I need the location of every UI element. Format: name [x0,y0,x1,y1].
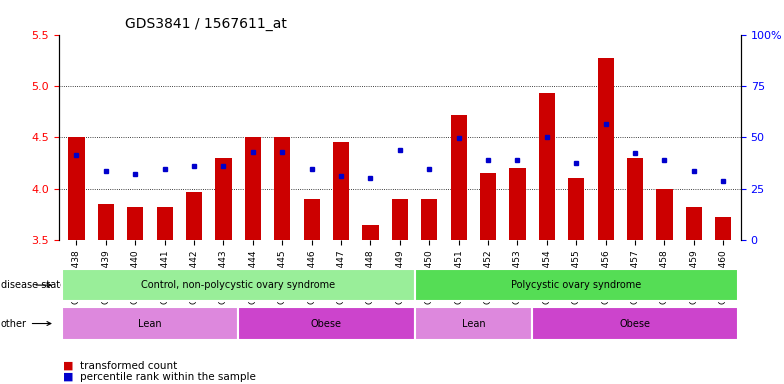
Bar [362,225,379,240]
Bar [627,158,643,240]
Bar [127,207,143,240]
Text: disease state: disease state [1,280,66,290]
Text: GDS3841 / 1567611_at: GDS3841 / 1567611_at [125,17,287,31]
Bar [568,179,584,240]
Text: Control, non-polycystic ovary syndrome: Control, non-polycystic ovary syndrome [141,280,336,290]
Bar [216,158,231,240]
Bar [510,168,525,240]
Bar [539,93,555,240]
Bar [656,189,673,240]
Bar [303,199,320,240]
Text: Obese: Obese [310,318,342,329]
Text: Lean: Lean [138,318,162,329]
Bar [186,192,202,240]
Bar [274,137,290,240]
Text: Polycystic ovary syndrome: Polycystic ovary syndrome [511,280,641,290]
Bar [686,207,702,240]
Bar [597,58,614,240]
Bar [98,204,114,240]
Bar [480,173,496,240]
Bar [333,142,349,240]
Text: transformed count: transformed count [80,361,177,371]
Text: Lean: Lean [462,318,485,329]
Bar [392,199,408,240]
Text: ■: ■ [63,361,73,371]
Bar [451,115,466,240]
Bar [245,137,261,240]
Bar [68,137,85,240]
Text: Obese: Obese [619,318,651,329]
Text: ■: ■ [63,372,73,382]
Bar [157,207,172,240]
Bar [421,199,437,240]
Text: percentile rank within the sample: percentile rank within the sample [80,372,256,382]
Text: other: other [1,318,51,329]
Bar [715,217,731,240]
